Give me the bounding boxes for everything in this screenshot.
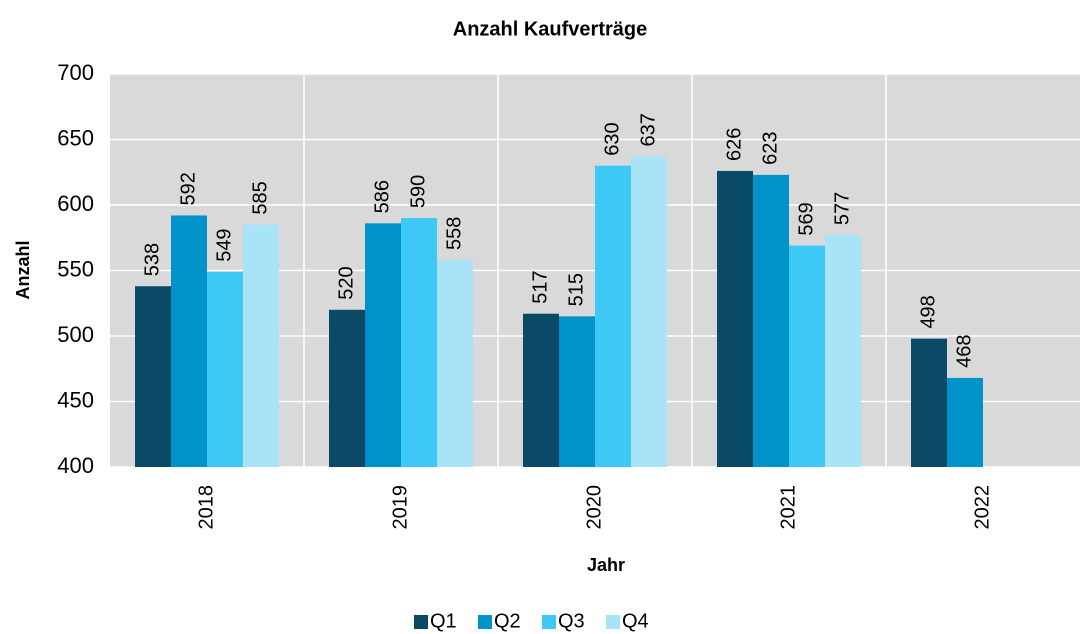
legend-swatch	[414, 615, 428, 629]
bar	[947, 377, 983, 467]
x-tick-label: 2018	[195, 485, 217, 530]
y-tick-label: 400	[57, 453, 94, 478]
legend-label: Q4	[622, 610, 649, 632]
bar	[559, 316, 595, 467]
y-tick-label: 700	[57, 60, 94, 85]
bar	[911, 338, 947, 467]
value-label: 468	[953, 335, 975, 368]
bar	[717, 170, 753, 467]
y-tick-label: 550	[57, 256, 94, 281]
value-label: 586	[371, 180, 393, 213]
y-axis-label: Anzahl	[13, 240, 33, 299]
value-label: 637	[637, 113, 659, 146]
value-label: 569	[795, 202, 817, 235]
value-label: 626	[723, 128, 745, 161]
value-label: 515	[565, 273, 587, 306]
legend-swatch	[542, 615, 556, 629]
value-label: 577	[831, 192, 853, 225]
x-tick-label: 2019	[389, 485, 411, 530]
y-tick-label: 650	[57, 125, 94, 150]
bar	[401, 218, 437, 467]
legend-label: Q2	[494, 610, 521, 632]
y-tick-label: 500	[57, 322, 94, 347]
value-label: 558	[443, 217, 465, 250]
bar	[207, 271, 243, 467]
value-label: 630	[601, 122, 623, 155]
bar	[595, 165, 631, 467]
y-tick-label: 600	[57, 191, 94, 216]
value-label: 592	[177, 172, 199, 205]
bar	[365, 223, 401, 467]
legend-label: Q1	[430, 610, 457, 632]
value-label: 520	[335, 266, 357, 299]
x-tick-label: 2021	[777, 485, 799, 530]
y-tick-label: 450	[57, 387, 94, 412]
value-label: 517	[529, 270, 551, 303]
bar	[753, 174, 789, 467]
x-tick-label: 2020	[583, 485, 605, 530]
value-label: 585	[249, 181, 271, 214]
chart-title: Anzahl Kaufverträge	[453, 18, 648, 40]
value-label: 549	[213, 228, 235, 261]
legend-label: Q3	[558, 610, 585, 632]
bar	[631, 156, 667, 467]
x-tick-label: 2022	[971, 485, 993, 530]
bar	[825, 235, 861, 467]
value-label: 623	[759, 131, 781, 164]
value-label: 538	[141, 243, 163, 276]
value-label: 590	[407, 175, 429, 208]
bar	[789, 245, 825, 467]
bar	[437, 260, 473, 467]
bar	[135, 286, 171, 467]
bar	[171, 215, 207, 467]
bar	[523, 313, 559, 467]
bar	[243, 224, 279, 467]
legend-swatch	[478, 615, 492, 629]
bar	[329, 309, 365, 467]
value-label: 498	[917, 295, 939, 328]
x-axis-label: Jahr	[587, 555, 625, 575]
legend-swatch	[606, 615, 620, 629]
